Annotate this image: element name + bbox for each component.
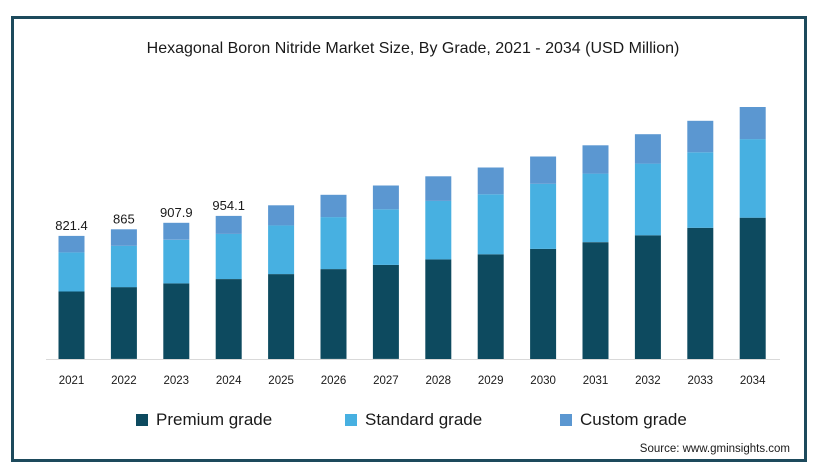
bar-2031-standard-grade bbox=[582, 173, 609, 243]
bar-2021-standard-grade bbox=[58, 252, 85, 292]
x-tick-label-2031: 2031 bbox=[583, 375, 609, 387]
x-tick-label-2025: 2025 bbox=[268, 375, 294, 387]
legend-label-premium: Premium grade bbox=[156, 410, 273, 429]
legend-swatch-standard bbox=[345, 414, 357, 426]
data-label-2022: 865 bbox=[113, 211, 135, 226]
x-tick-label-2034: 2034 bbox=[740, 375, 766, 387]
x-tick-label-2027: 2027 bbox=[373, 375, 399, 387]
legend-swatch-custom bbox=[560, 414, 572, 426]
bar-2026-custom-grade bbox=[320, 194, 347, 218]
x-tick-label-2021: 2021 bbox=[59, 375, 85, 387]
bar-2026-standard-grade bbox=[320, 217, 347, 270]
x-tick-label-2033: 2033 bbox=[688, 375, 714, 387]
bar-2023-standard-grade bbox=[163, 239, 190, 284]
bar-2028-custom-grade bbox=[425, 176, 452, 201]
bar-2029-standard-grade bbox=[477, 194, 504, 255]
data-label-2024: 954.1 bbox=[212, 198, 245, 213]
bar-2032-custom-grade bbox=[634, 134, 661, 164]
bar-2034-premium-grade bbox=[739, 217, 766, 359]
x-tick-label-2024: 2024 bbox=[216, 375, 242, 387]
x-tick-label-2023: 2023 bbox=[164, 375, 190, 387]
bar-2026-premium-grade bbox=[320, 269, 347, 359]
data-label-2023: 907.9 bbox=[160, 205, 193, 220]
bar-group bbox=[58, 107, 766, 360]
bar-2021-custom-grade bbox=[58, 235, 85, 253]
bar-2033-standard-grade bbox=[687, 152, 714, 228]
legend-label-standard: Standard grade bbox=[365, 410, 483, 429]
bar-2027-custom-grade bbox=[372, 185, 399, 210]
bar-2022-premium-grade bbox=[110, 287, 137, 359]
bar-2030-standard-grade bbox=[530, 183, 557, 249]
x-tick-label-2026: 2026 bbox=[321, 375, 347, 387]
x-tick-label-2022: 2022 bbox=[111, 375, 137, 387]
legend-item-premium: Premium grade bbox=[136, 410, 272, 430]
x-tick-label-2032: 2032 bbox=[635, 375, 661, 387]
x-tick-label-2028: 2028 bbox=[426, 375, 452, 387]
bar-2025-premium-grade bbox=[268, 274, 295, 359]
bar-2031-custom-grade bbox=[582, 145, 609, 174]
bar-2030-custom-grade bbox=[530, 156, 557, 184]
legend-item-standard: Standard grade bbox=[345, 410, 482, 430]
x-tick-label-2029: 2029 bbox=[478, 375, 504, 387]
bar-2027-standard-grade bbox=[372, 209, 399, 265]
bar-2030-premium-grade bbox=[530, 248, 557, 359]
bar-2024-standard-grade bbox=[215, 233, 242, 279]
bar-2024-custom-grade bbox=[215, 215, 242, 234]
legend: Premium grade Standard grade Custom grad… bbox=[0, 410, 826, 434]
bar-2033-custom-grade bbox=[687, 120, 714, 153]
bar-2022-custom-grade bbox=[110, 229, 137, 246]
bar-2025-standard-grade bbox=[268, 225, 295, 275]
legend-swatch-premium bbox=[136, 414, 148, 426]
bar-2032-standard-grade bbox=[634, 163, 661, 236]
x-tick-labels: 2021 2022 2023 2024 2025 2026 2027 2028 2029 2030… bbox=[59, 375, 766, 387]
bar-2029-custom-grade bbox=[477, 167, 504, 195]
bar-2027-premium-grade bbox=[372, 264, 399, 359]
data-label-2021: 821.4 bbox=[55, 218, 88, 233]
bar-2033-premium-grade bbox=[687, 227, 714, 360]
bar-2022-standard-grade bbox=[110, 245, 137, 288]
source-note: Source: www.gminsights.com bbox=[639, 443, 790, 455]
bar-2032-premium-grade bbox=[634, 235, 661, 360]
legend-label-custom: Custom grade bbox=[580, 410, 687, 429]
chart-frame bbox=[11, 16, 807, 462]
chart-title: Hexagonal Boron Nitride Market Size, By … bbox=[146, 40, 680, 57]
data-labels: 821.4 865 907.9 954.1 bbox=[55, 198, 245, 233]
bar-2023-premium-grade bbox=[163, 283, 190, 359]
bar-2028-premium-grade bbox=[425, 259, 452, 359]
x-tick-label-2030: 2030 bbox=[530, 375, 556, 387]
bar-2024-premium-grade bbox=[215, 279, 242, 360]
bar-2031-premium-grade bbox=[582, 242, 609, 359]
bar-2028-standard-grade bbox=[425, 200, 452, 260]
bar-2029-premium-grade bbox=[477, 254, 504, 359]
legend-item-custom: Custom grade bbox=[560, 410, 687, 430]
bar-2021-premium-grade bbox=[58, 291, 85, 359]
bar-2034-custom-grade bbox=[739, 107, 766, 140]
bar-2025-custom-grade bbox=[268, 205, 295, 226]
bar-2034-standard-grade bbox=[739, 139, 766, 218]
bar-2023-custom-grade bbox=[163, 222, 190, 240]
